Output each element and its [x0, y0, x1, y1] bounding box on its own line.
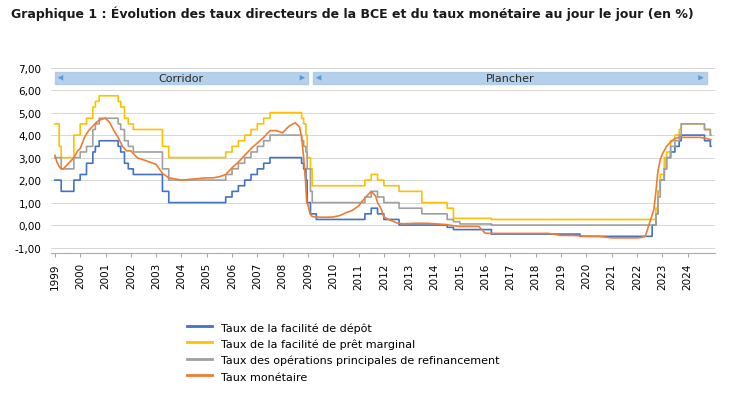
- Text: Corridor: Corridor: [159, 74, 204, 83]
- Text: Plancher: Plancher: [485, 74, 534, 83]
- Text: Graphique 1 : Évolution des taux directeurs de la BCE et du taux monétaire au jo: Graphique 1 : Évolution des taux directe…: [11, 6, 694, 20]
- Legend: Taux de la facilité de dépôt, Taux de la facilité de prêt marginal, Taux des opé: Taux de la facilité de dépôt, Taux de la…: [188, 322, 499, 382]
